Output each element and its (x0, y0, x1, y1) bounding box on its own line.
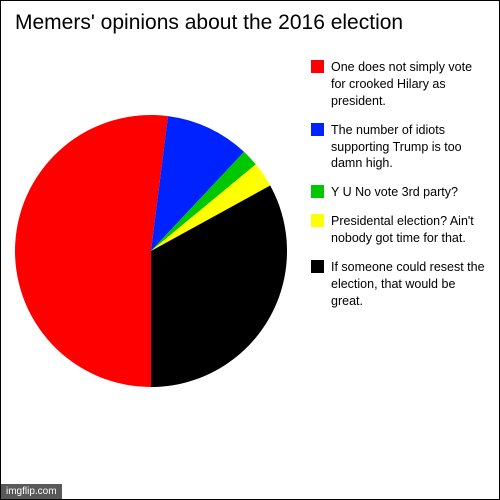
legend-label: One does not simply vote for crooked Hil… (331, 59, 485, 110)
legend-item: One does not simply vote for crooked Hil… (311, 59, 485, 110)
legend-swatch (311, 123, 324, 136)
legend: One does not simply vote for crooked Hil… (311, 59, 485, 322)
pie-slice (15, 115, 168, 387)
legend-label: Y U No vote 3rd party? (331, 184, 458, 201)
legend-item: The number of idiots supporting Trump is… (311, 122, 485, 173)
watermark: imgflip.com (1, 484, 62, 499)
legend-label: If someone could resest the election, th… (331, 259, 485, 310)
legend-swatch (311, 214, 324, 227)
legend-swatch (311, 60, 324, 73)
legend-label: The number of idiots supporting Trump is… (331, 122, 485, 173)
chart-title: Memers' opinions about the 2016 election (15, 11, 403, 35)
legend-label: Presidental election? Ain't nobody got t… (331, 213, 485, 247)
legend-swatch (311, 260, 324, 273)
legend-swatch (311, 185, 324, 198)
legend-item: If someone could resest the election, th… (311, 259, 485, 310)
pie-chart (11, 111, 291, 391)
legend-item: Presidental election? Ain't nobody got t… (311, 213, 485, 247)
legend-item: Y U No vote 3rd party? (311, 184, 485, 201)
